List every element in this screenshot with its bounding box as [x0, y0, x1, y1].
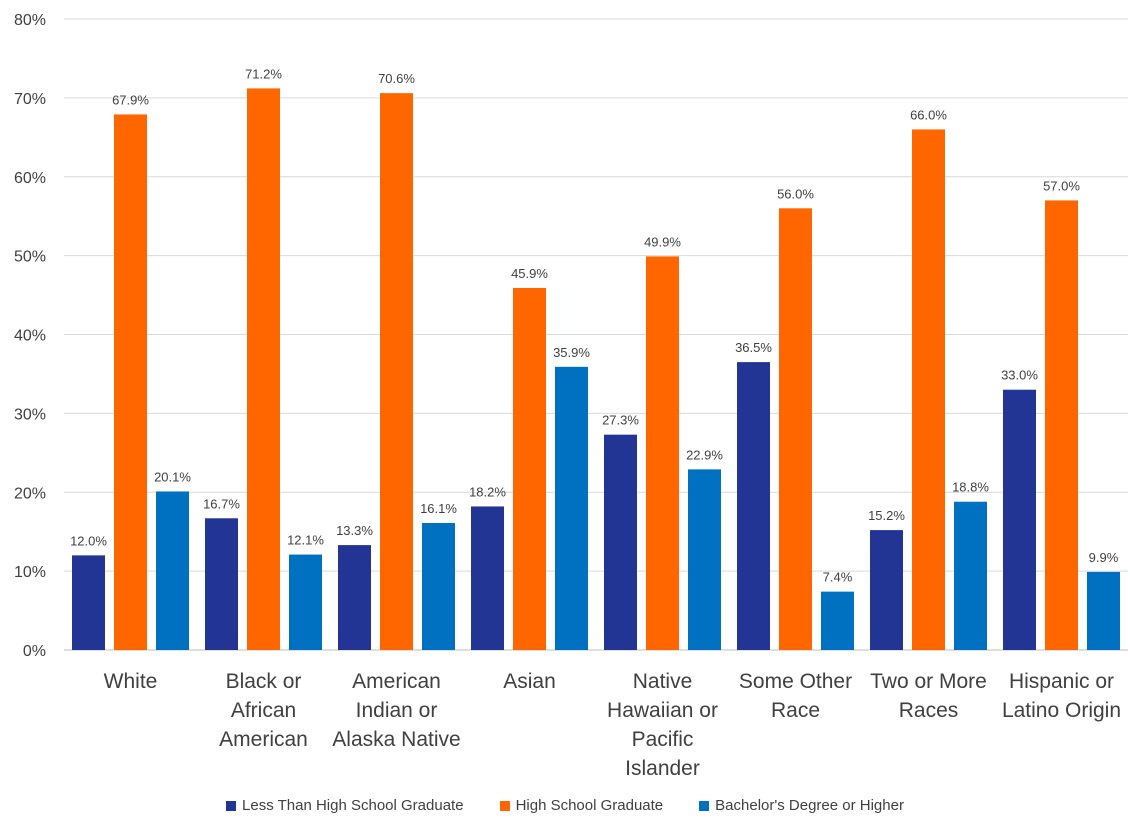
data-label: 12.1%: [287, 533, 324, 548]
y-tick-label: 40%: [14, 328, 46, 345]
bar: [555, 366, 588, 650]
x-tick-label-line: African: [231, 699, 296, 722]
data-label: 27.3%: [602, 413, 639, 428]
y-tick-label: 30%: [14, 406, 46, 423]
legend-label: Bachelor's Degree or Higher: [715, 797, 904, 814]
y-tick-label: 70%: [14, 91, 46, 108]
bar: [604, 434, 637, 650]
bar: [289, 554, 322, 650]
bar: [821, 591, 854, 650]
x-tick-label-line: White: [104, 670, 158, 693]
bar: [1045, 200, 1078, 650]
y-tick-label: 0%: [23, 643, 46, 660]
bar: [380, 93, 413, 650]
x-tick-label-line: Races: [899, 699, 959, 722]
data-label: 16.7%: [203, 496, 240, 511]
data-label: 71.2%: [245, 66, 282, 81]
x-tick-label-line: American: [219, 728, 308, 751]
data-label: 7.4%: [823, 570, 853, 585]
bar: [688, 469, 721, 650]
data-label: 70.6%: [378, 71, 415, 86]
x-tick-label-line: Asian: [503, 670, 556, 693]
legend-label: Less Than High School Graduate: [242, 797, 464, 814]
data-label: 9.9%: [1089, 550, 1119, 565]
data-label: 15.2%: [868, 508, 905, 523]
x-tick-label-line: Hispanic or: [1009, 670, 1114, 693]
data-label: 20.1%: [154, 469, 191, 484]
bar: [1087, 571, 1120, 650]
bar: [1003, 389, 1036, 650]
bar: [513, 287, 546, 650]
bar: [471, 506, 504, 650]
data-label: 33.0%: [1001, 368, 1038, 383]
data-label: 18.2%: [469, 484, 506, 499]
x-tick-label-line: Latino Origin: [1002, 699, 1121, 722]
legend-swatch: [699, 800, 710, 811]
y-tick-label: 10%: [14, 564, 46, 581]
data-label: 66.0%: [910, 107, 947, 122]
data-label: 57.0%: [1043, 178, 1080, 193]
bar: [205, 518, 238, 650]
bar: [737, 362, 770, 650]
x-tick-label-line: American: [352, 670, 441, 693]
bar: [72, 555, 105, 650]
bar: [912, 129, 945, 651]
bar-chart: 0% 10% 20% 30% 40% 50% 60% 70% 80% 12.0% 67.9% 20.1…: [14, 12, 1128, 780]
x-tick-label-line: Black or: [226, 670, 302, 693]
bar: [156, 491, 189, 650]
x-tick-label: White: [104, 670, 158, 693]
data-label: 18.8%: [952, 480, 989, 495]
x-tick-label-line: Some Other: [739, 670, 852, 693]
legend-item-bachelors-degree: Bachelor's Degree or Higher: [699, 797, 904, 814]
legend: Less Than High School Graduate High Scho…: [0, 797, 1130, 814]
data-label: 56.0%: [777, 186, 814, 201]
data-label: 16.1%: [420, 501, 457, 516]
x-tick-label: Two or More Races: [870, 670, 987, 722]
data-label: 12.0%: [70, 533, 107, 548]
x-tick-label: American Indian or Alaska Native: [332, 670, 460, 751]
x-tick-label-line: Race: [771, 699, 820, 722]
y-tick-label: 50%: [14, 249, 46, 266]
bar: [870, 530, 903, 650]
y-tick-label: 60%: [14, 170, 46, 187]
x-tick-label: Hispanic or Latino Origin: [1002, 670, 1121, 722]
data-label: 13.3%: [336, 523, 373, 538]
data-label: 45.9%: [511, 266, 548, 281]
data-label: 22.9%: [686, 447, 723, 462]
bar: [779, 208, 812, 651]
bar: [954, 501, 987, 650]
x-tick-label-line: Islander: [625, 757, 700, 780]
bar: [338, 545, 371, 650]
x-tick-label-line: Native: [633, 670, 693, 693]
bar: [646, 256, 679, 650]
x-tick-label-line: Alaska Native: [332, 728, 460, 751]
data-label: 35.9%: [553, 345, 590, 360]
data-label: 49.9%: [644, 234, 681, 249]
x-tick-label-line: Two or More: [870, 670, 987, 693]
y-tick-label: 20%: [14, 485, 46, 502]
x-tick-label-line: Pacific: [632, 728, 694, 751]
data-label: 36.5%: [735, 340, 772, 355]
legend-label: High School Graduate: [515, 797, 664, 814]
bar: [247, 88, 280, 650]
data-label: 67.9%: [112, 92, 149, 107]
x-tick-label: Black or African American: [219, 670, 308, 751]
x-tick-label: Native Hawaiian or Pacific Islander: [607, 670, 718, 780]
bar: [422, 523, 455, 650]
x-tick-label: Asian: [503, 670, 556, 693]
legend-swatch: [499, 800, 510, 811]
bar: [114, 114, 147, 651]
y-tick-label: 80%: [14, 12, 46, 29]
x-tick-label-line: Hawaiian or: [607, 699, 718, 722]
x-tick-label-line: Indian or: [356, 699, 438, 722]
legend-item-high-school-graduate: High School Graduate: [499, 797, 664, 814]
x-tick-label: Some Other Race: [739, 670, 852, 722]
legend-item-less-than-high-school: Less Than High School Graduate: [226, 797, 464, 814]
legend-swatch: [226, 800, 237, 811]
